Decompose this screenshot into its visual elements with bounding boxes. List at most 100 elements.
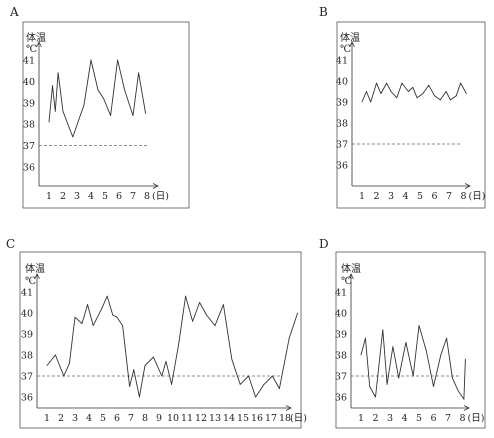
x-axis-arrow xyxy=(152,183,159,189)
data-point xyxy=(133,369,135,371)
x-tick-label: 7 xyxy=(446,191,452,202)
y-tick-label: 36 xyxy=(23,163,35,174)
data-point xyxy=(297,312,298,314)
x-tick-label: 15 xyxy=(237,413,249,424)
data-point xyxy=(455,95,457,97)
data-point xyxy=(46,365,48,366)
y-tick-label: 39 xyxy=(336,98,348,109)
panel-frame xyxy=(336,21,486,209)
data-point xyxy=(110,115,111,117)
data-point xyxy=(434,95,435,97)
y-tick-label: 39 xyxy=(335,330,347,341)
data-point xyxy=(396,97,398,99)
data-point xyxy=(466,93,467,94)
data-point xyxy=(463,398,465,400)
data-point xyxy=(153,356,154,358)
data-point xyxy=(365,91,367,92)
data-point xyxy=(139,396,140,398)
x-tick-label: 4 xyxy=(88,191,94,202)
data-point xyxy=(288,337,290,339)
chart-panel-b: 体温℃ 36 37 38 39 40 41 1 2 3 4 5 6 7 8 (日) xyxy=(336,21,486,209)
data-point xyxy=(63,375,65,377)
x-tick-label: 5 xyxy=(102,191,108,202)
x-tick-label: 1 xyxy=(44,413,50,424)
x-tick-label: 16 xyxy=(251,413,263,424)
panel-frame xyxy=(19,251,302,429)
data-point xyxy=(451,377,453,379)
data-point xyxy=(171,384,173,385)
y-tick-label: 40 xyxy=(23,77,35,88)
x-tick-label: 1 xyxy=(358,413,364,424)
data-point xyxy=(390,91,392,92)
x-tick-label: 6 xyxy=(114,413,120,424)
x-tick-label: 2 xyxy=(58,413,64,424)
data-point xyxy=(101,308,102,310)
y-axis-arrow xyxy=(348,273,354,280)
panel-label-c: C xyxy=(6,237,15,251)
x-axis-unit: (日) xyxy=(469,191,486,202)
data-point xyxy=(376,82,377,84)
data-point xyxy=(405,342,407,343)
data-point xyxy=(62,110,64,112)
data-point xyxy=(422,93,424,94)
data-point xyxy=(199,302,201,303)
x-tick-label: 6 xyxy=(431,191,437,202)
x-tick-label: 3 xyxy=(387,413,393,424)
x-tick-label: 3 xyxy=(388,191,394,202)
data-point xyxy=(386,384,388,385)
y-axis-unit: ℃ xyxy=(26,44,37,55)
y-tick-label: 40 xyxy=(335,309,347,320)
y-tick-label: 41 xyxy=(21,288,33,299)
data-point xyxy=(92,325,94,326)
data-point xyxy=(392,346,394,347)
data-point xyxy=(428,84,430,86)
x-tick-label: 8 xyxy=(460,191,466,202)
data-point xyxy=(433,386,434,387)
data-point xyxy=(465,358,466,360)
data-point xyxy=(48,121,50,123)
data-point xyxy=(398,377,400,379)
y-axis-label: 体温 xyxy=(26,32,46,44)
data-point xyxy=(255,396,256,398)
data-point xyxy=(446,337,447,339)
x-tick-label: 6 xyxy=(116,191,122,202)
data-point xyxy=(145,113,147,114)
x-tick-label: 5 xyxy=(100,413,106,424)
data-point xyxy=(263,384,265,385)
data-point xyxy=(360,354,362,356)
y-axis-unit: ℃ xyxy=(25,276,36,287)
x-tick-label: 8 xyxy=(459,413,465,424)
data-point xyxy=(55,354,56,356)
x-tick-label: 3 xyxy=(72,413,78,424)
y-tick-label: 39 xyxy=(21,330,33,341)
y-tick-label: 40 xyxy=(336,77,348,88)
y-tick-label: 41 xyxy=(336,56,348,67)
x-axis-arrow xyxy=(285,405,292,411)
temperature-series-line xyxy=(46,295,299,398)
y-axis-arrow xyxy=(36,41,42,48)
y-tick-label: 41 xyxy=(23,56,35,67)
data-point xyxy=(97,89,99,91)
data-point xyxy=(272,375,273,377)
y-tick-label: 37 xyxy=(23,141,35,152)
x-tick-label: 8 xyxy=(144,191,150,202)
data-point xyxy=(412,375,414,377)
data-point xyxy=(129,386,131,387)
data-point xyxy=(460,82,461,84)
data-point xyxy=(117,59,118,61)
x-tick-label: 13 xyxy=(209,413,221,424)
x-tick-label: 7 xyxy=(130,191,136,202)
data-point xyxy=(122,325,123,326)
y-tick-label: 38 xyxy=(23,120,35,131)
x-tick-label: 2 xyxy=(60,191,66,202)
y-axis-label: 体温 xyxy=(340,32,360,44)
data-point xyxy=(248,375,250,377)
x-tick-label: 5 xyxy=(417,191,423,202)
data-point xyxy=(361,101,363,103)
data-point xyxy=(124,89,125,91)
x-tick-label: 4 xyxy=(402,191,408,202)
x-tick-label: 12 xyxy=(195,413,207,424)
x-tick-label: 2 xyxy=(373,191,379,202)
data-point xyxy=(52,85,53,87)
data-point xyxy=(116,316,118,318)
